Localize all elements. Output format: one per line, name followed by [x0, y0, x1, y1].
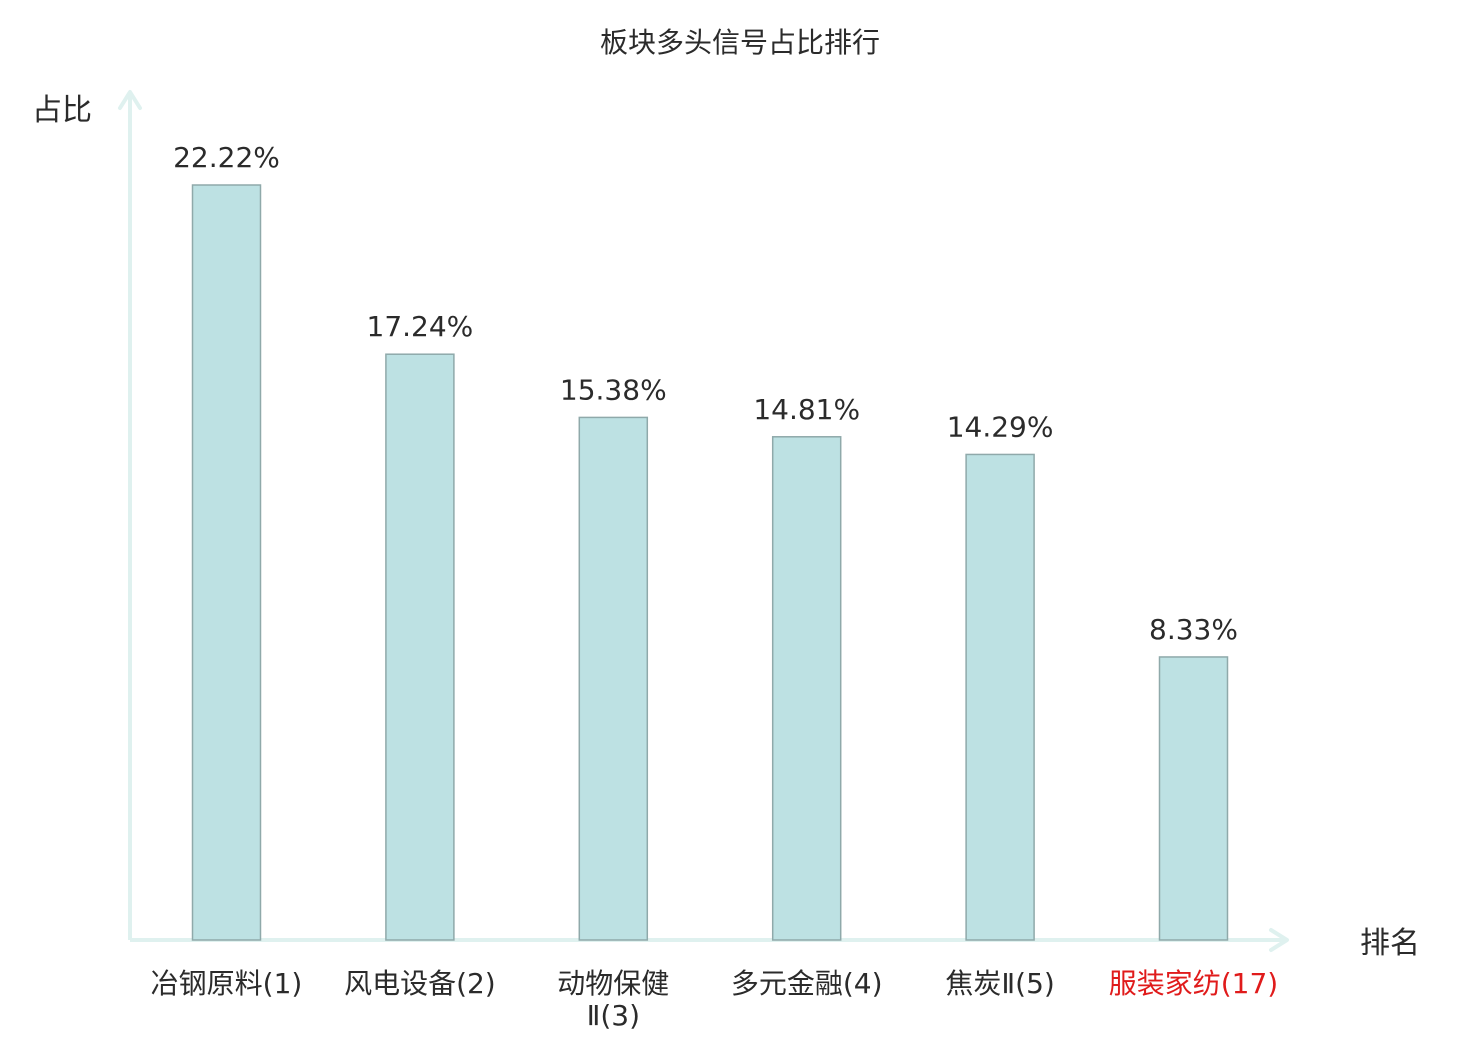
bar	[771, 436, 842, 941]
category-labels-group: 冶钢原料(1) 风电设备(2) 动物保健 Ⅱ(3) 多元金融(4) 焦炭Ⅱ(5) 服装家纺(…	[151, 967, 1279, 1032]
bar	[385, 353, 455, 941]
category-label: 焦炭Ⅱ(5)	[945, 967, 1054, 1000]
bar	[1158, 656, 1229, 941]
y-axis-arrow-icon	[118, 90, 142, 110]
bar	[191, 184, 262, 941]
bar	[578, 416, 649, 941]
category-label: 动物保健 Ⅱ(3)	[557, 967, 669, 1032]
category-label-line: 冶钢原料(1)	[151, 967, 303, 1000]
bar-value-label: 17.24%	[367, 310, 474, 343]
bar	[965, 453, 1035, 941]
bar-value-label: 14.81%	[753, 393, 860, 426]
chart-title: 板块多头信号占比排行	[600, 26, 880, 59]
bar-value-label: 22.22%	[173, 141, 280, 174]
x-axis-arrow-icon	[1269, 928, 1289, 952]
category-label: 服装家纺(17)	[1109, 967, 1278, 1000]
category-label-line: Ⅱ(3)	[587, 999, 640, 1032]
y-axis-label: 占比	[32, 93, 92, 128]
category-label-line: 多元金融(4)	[731, 967, 883, 1000]
category-label-line: 焦炭Ⅱ(5)	[945, 967, 1054, 1000]
axes	[118, 90, 1289, 952]
category-label-line: 服装家纺(17)	[1109, 967, 1278, 1000]
bar-value-label: 14.29%	[947, 410, 1054, 443]
category-label-line: 风电设备(2)	[344, 967, 496, 1000]
category-label: 多元金融(4)	[731, 967, 883, 1000]
category-label: 风电设备(2)	[344, 967, 496, 1000]
x-axis-label: 排名	[1360, 926, 1420, 961]
category-label-line: 动物保健	[557, 967, 669, 1000]
bars-group	[191, 184, 1229, 941]
category-label: 冶钢原料(1)	[151, 967, 303, 1000]
value-labels-group: 22.22% 17.24% 15.38% 14.81% 14.29% 8.33%	[173, 141, 1238, 646]
bar-value-label: 8.33%	[1149, 613, 1238, 646]
bar-value-label: 15.38%	[560, 373, 667, 406]
